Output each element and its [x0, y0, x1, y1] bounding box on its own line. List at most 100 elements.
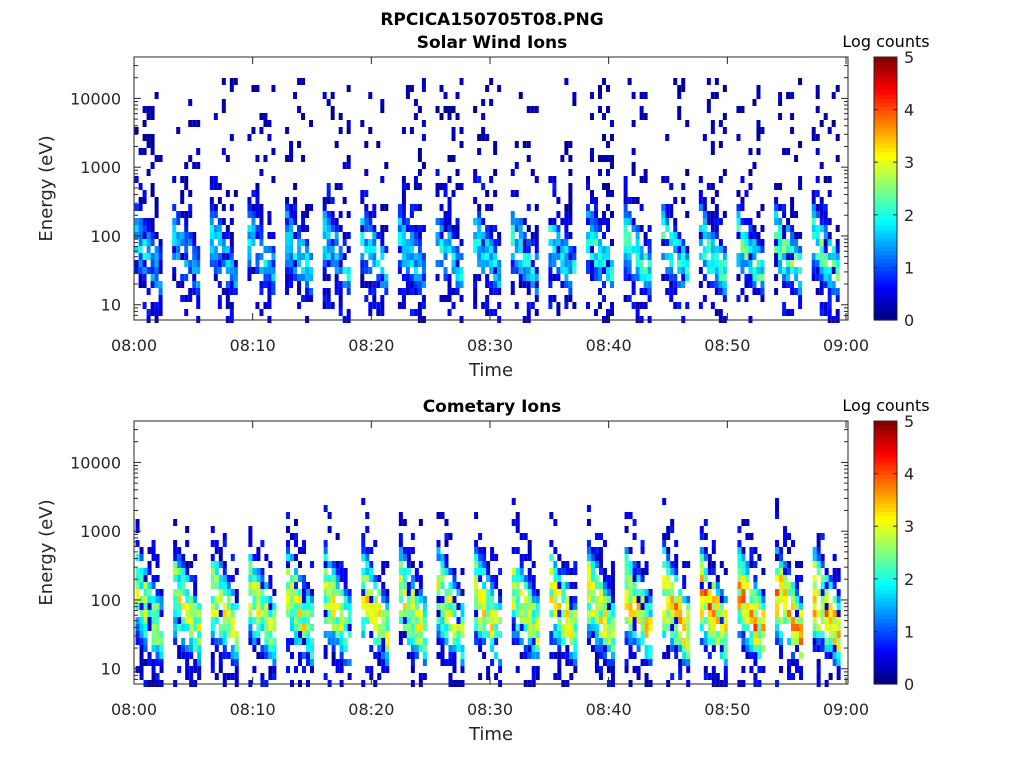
- panel2-heatmap-cell: [610, 610, 615, 617]
- panel1-heatmap-cell: [552, 176, 557, 183]
- panel1-heatmap-cell: [635, 197, 640, 204]
- panel2-heatmap-cell: [816, 673, 821, 680]
- panel2-heatmap-cell: [699, 582, 704, 589]
- panel2-heatmap-cell: [177, 610, 182, 617]
- panel2-heatmap-cell: [272, 645, 277, 652]
- panel1-heatmap-cell: [706, 78, 711, 85]
- panel2-heatmap-cell: [151, 596, 156, 603]
- panel1-heatmap-cell: [360, 260, 365, 267]
- panel2-heatmap-cell: [490, 554, 495, 561]
- panel2-heatmap-cell: [610, 631, 615, 638]
- panel2-heatmap-cell: [210, 526, 215, 533]
- panel2-heatmap-cell: [268, 645, 273, 652]
- panel2-heatmap-cell: [632, 610, 637, 617]
- panel1-heatmap-cell: [673, 218, 678, 225]
- panel1-colorbar-segment: [874, 283, 897, 288]
- panel2-heatmap-cell: [565, 603, 570, 610]
- panel2-heatmap-cell: [636, 561, 641, 568]
- panel2-heatmap-cell: [561, 638, 566, 645]
- panel1-heatmap-cell: [485, 274, 490, 281]
- panel1-heatmap-cell: [439, 85, 444, 92]
- panel2-heatmap-cell: [737, 631, 742, 638]
- panel2-heatmap-cell: [155, 575, 160, 582]
- panel1-heatmap-cell: [560, 239, 565, 246]
- panel1-heatmap-cell: [409, 127, 414, 134]
- panel1-heatmap-cell: [184, 183, 189, 190]
- panel2-heatmap-cell: [775, 617, 780, 624]
- panel2-heatmap-cell: [787, 610, 792, 617]
- panel1-heatmap-cell: [790, 225, 795, 232]
- panel2-heatmap-cell: [557, 554, 562, 561]
- panel1-heatmap-cell: [552, 274, 557, 281]
- panel1-heatmap-cell: [150, 162, 155, 169]
- panel1-heatmap-cell: [602, 183, 607, 190]
- panel1-heatmap-cell: [497, 232, 502, 239]
- panel2-heatmap-cell: [135, 540, 140, 547]
- panel2-heatmap-cell: [699, 547, 704, 554]
- panel2-heatmap-cell: [636, 673, 641, 680]
- panel2-heatmap-cell: [741, 666, 746, 673]
- panel2-heatmap-cell: [248, 526, 253, 533]
- panel2-heatmap-cell: [306, 617, 311, 624]
- panel1-y-tick-label: 100: [90, 227, 121, 246]
- panel2-heatmap-cell: [682, 596, 687, 603]
- panel1-heatmap-cell: [233, 78, 238, 85]
- panel1-heatmap-cell: [756, 239, 761, 246]
- panel2-heatmap-cell: [565, 582, 570, 589]
- panel1-heatmap-cell: [564, 281, 569, 288]
- panel2-heatmap-cell: [531, 603, 536, 610]
- panel2-heatmap-cell: [531, 673, 536, 680]
- panel1-heatmap-cell: [360, 197, 365, 204]
- panel2-colorbar-tick-label: 0: [904, 675, 914, 694]
- panel2-heatmap-cell: [310, 659, 315, 666]
- panel1-heatmap-cell: [786, 274, 791, 281]
- panel1-heatmap-cell: [184, 295, 189, 302]
- panel1-heatmap-cell: [702, 225, 707, 232]
- panel1-heatmap-cell: [267, 232, 272, 239]
- panel2-heatmap-cell: [418, 638, 423, 645]
- panel2-heatmap-cell: [373, 596, 378, 603]
- panel2-heatmap-cell: [306, 624, 311, 631]
- panel2-heatmap-cell: [347, 603, 352, 610]
- panel1-heatmap-cell: [154, 260, 159, 267]
- panel2-heatmap-cell: [365, 617, 370, 624]
- panel1-heatmap-cell: [677, 232, 682, 239]
- panel2-heatmap-cell: [478, 589, 483, 596]
- panel1-heatmap-cell: [647, 267, 652, 274]
- panel1-heatmap-cell: [380, 246, 385, 253]
- panel1-heatmap-cell: [297, 246, 302, 253]
- panel2-heatmap-cell: [711, 582, 716, 589]
- panel1-heatmap-cell: [497, 302, 502, 309]
- panel2-heatmap-cell: [248, 575, 253, 582]
- panel2-heatmap-cell: [662, 589, 667, 596]
- panel1-heatmap-cell: [774, 232, 779, 239]
- panel1-heatmap-cell: [756, 148, 761, 155]
- panel1-heatmap-cell: [643, 302, 648, 309]
- panel1-colorbar-segment: [874, 106, 897, 112]
- panel2-heatmap-cell: [824, 652, 829, 659]
- panel2-heatmap-cell: [177, 624, 182, 631]
- panel1-heatmap-cell: [823, 113, 828, 120]
- panel2-heatmap-cell: [783, 589, 788, 596]
- panel1-heatmap-cell: [647, 274, 652, 281]
- panel2-heatmap-cell: [177, 603, 182, 610]
- panel2-heatmap-cell: [248, 568, 253, 575]
- panel1-heatmap-cell: [229, 204, 234, 211]
- panel2-heatmap-cell: [741, 582, 746, 589]
- panel2-heatmap-cell: [210, 624, 215, 631]
- panel1-heatmap-cell: [413, 183, 418, 190]
- panel2-heatmap-cell: [151, 666, 156, 673]
- panel1-heatmap-cell: [760, 260, 765, 267]
- panel1-colorbar-segment: [874, 196, 897, 202]
- panel1-heatmap-cell: [364, 141, 369, 148]
- panel1-heatmap-cell: [835, 309, 840, 316]
- panel2-heatmap-cell: [177, 575, 182, 582]
- panel1-heatmap-cell: [150, 218, 155, 225]
- panel2-heatmap-cell: [610, 617, 615, 624]
- panel1-heatmap-cell: [522, 253, 527, 260]
- panel2-heatmap-cell: [678, 666, 683, 673]
- panel2-heatmap-cell: [749, 561, 754, 568]
- panel1-heatmap-cell: [447, 309, 452, 316]
- panel1-heatmap-cell: [631, 288, 636, 295]
- panel2-heatmap-cell: [707, 596, 712, 603]
